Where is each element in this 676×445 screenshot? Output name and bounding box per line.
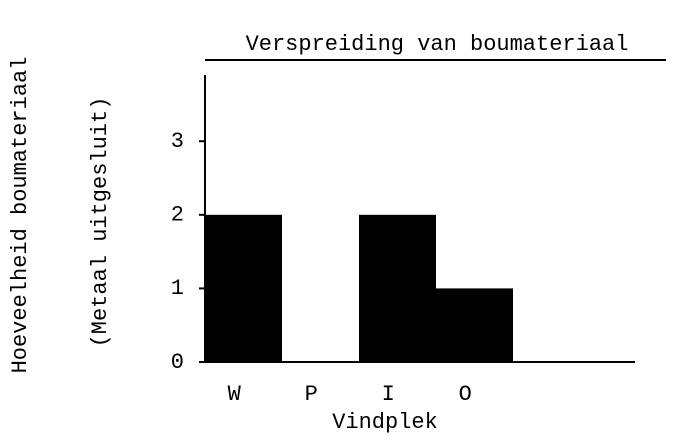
x-tick-label: O [459, 382, 472, 407]
bar [359, 214, 436, 362]
y-axis-label: Hoeveelheid boumateriaal [8, 57, 33, 374]
x-tick-label: W [228, 382, 242, 407]
y-axis-note: (Metaal uitgesluit) [88, 97, 113, 348]
bar [205, 214, 282, 362]
y-tick-label: 3 [171, 129, 184, 154]
y-tick-label: 2 [171, 203, 184, 228]
x-tick-label: I [382, 382, 395, 407]
bar [436, 288, 513, 362]
y-tick-label: 0 [171, 350, 184, 375]
x-axis-label: Vindplek [332, 410, 438, 435]
y-tick-label: 1 [171, 276, 184, 301]
chart-title: Verspreiding van boumateriaal [246, 32, 629, 57]
x-tick-label: P [305, 382, 318, 407]
